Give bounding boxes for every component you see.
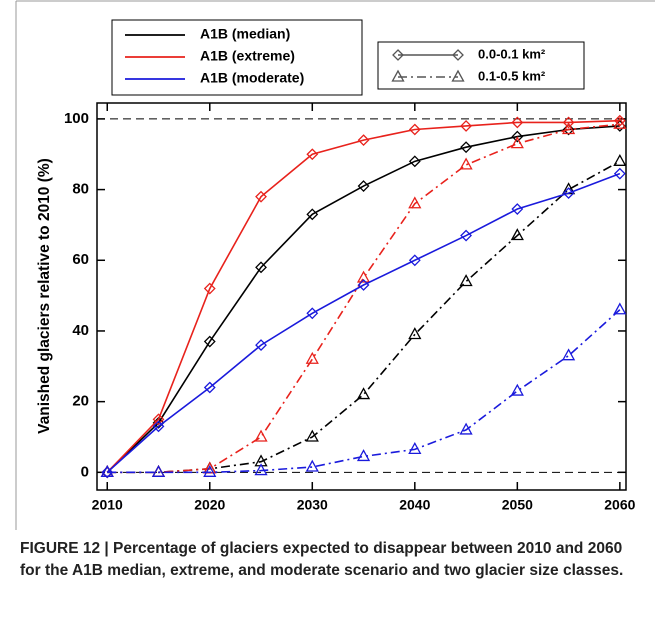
triangle-marker	[100, 464, 114, 477]
diamond-marker	[408, 254, 421, 267]
triangle-marker	[203, 464, 217, 477]
diamond-marker	[255, 339, 267, 352]
x-tick-label: 2030	[297, 497, 328, 513]
triangle-marker	[613, 116, 627, 129]
diamond-marker	[562, 123, 575, 136]
series-line	[107, 309, 621, 474]
triangle-marker	[391, 69, 405, 82]
triangle-marker	[151, 464, 166, 477]
diamond-marker	[511, 203, 524, 215]
triangle-marker	[305, 459, 319, 472]
diamond-marker	[203, 381, 216, 394]
series-line	[106, 119, 620, 473]
triangle-marker	[561, 348, 576, 361]
y-tick-label: 0	[81, 463, 89, 480]
x-tick-label: 2020	[194, 497, 225, 513]
diamond-marker	[562, 116, 575, 129]
legend-label: A1B (moderate)	[200, 70, 304, 86]
triangle-marker	[510, 383, 524, 396]
diamond-marker	[408, 155, 421, 168]
triangle-marker	[254, 429, 268, 442]
legend-label: A1B (extreme)	[200, 48, 295, 64]
triangle-marker	[561, 122, 576, 135]
diamond-marker	[460, 120, 472, 132]
diamond-marker	[460, 141, 472, 154]
legend-label: 0.1-0.5 km²	[478, 68, 546, 83]
diamond-marker	[152, 420, 165, 433]
diamond-marker	[562, 187, 575, 200]
diamond-marker	[203, 335, 216, 348]
y-tick-label: 40	[72, 322, 89, 339]
y-tick-label: 20	[72, 393, 89, 410]
diamond-marker	[255, 261, 267, 274]
triangle-marker	[408, 196, 422, 209]
diamond-marker	[613, 167, 626, 180]
diamond-marker	[306, 208, 319, 221]
legend-sizes	[377, 41, 585, 90]
triangle-marker	[459, 422, 473, 435]
diamond-marker	[511, 130, 524, 143]
x-tick-label: 2040	[399, 497, 430, 513]
y-axis-label: Vanished glaciers relative to 2010 (%)	[36, 158, 53, 434]
triangle-marker	[510, 136, 524, 149]
triangle-marker	[305, 351, 319, 364]
triangle-marker	[203, 461, 217, 474]
diamond-marker	[357, 180, 370, 192]
y-tick-label: 60	[72, 251, 89, 268]
y-tick-label: 80	[72, 181, 89, 198]
diamond-marker	[306, 307, 319, 320]
series-line	[106, 172, 621, 473]
triangle-marker	[254, 463, 268, 476]
diamond-marker	[613, 114, 626, 127]
diamond-marker	[357, 279, 370, 291]
triangle-marker	[459, 274, 473, 287]
triangle-marker	[151, 464, 166, 477]
triangle-marker	[151, 464, 166, 477]
diamond-marker	[203, 282, 216, 295]
triangle-marker	[451, 69, 465, 82]
series-line	[107, 123, 620, 474]
chart: Vanished glaciers relative to 2010 (%) 0…	[15, 0, 655, 530]
triangle-marker	[356, 387, 371, 400]
diamond-marker	[152, 413, 165, 426]
diamond-marker	[357, 134, 370, 147]
triangle-marker	[613, 302, 627, 315]
x-tick-label: 2010	[92, 497, 123, 513]
triangle-marker	[203, 461, 217, 474]
diamond-marker	[452, 49, 464, 61]
triangle-marker	[408, 442, 422, 455]
triangle-marker	[613, 153, 627, 166]
triangle-marker	[510, 228, 524, 241]
x-tick-label: 2050	[502, 497, 533, 513]
diamond-marker	[511, 116, 524, 129]
triangle-marker	[356, 270, 371, 283]
x-tick-label: 2060	[604, 497, 635, 513]
diamond-marker	[101, 466, 114, 479]
triangle-marker	[305, 429, 319, 442]
plot-area	[96, 102, 627, 491]
series-line	[106, 125, 620, 473]
diamond-marker	[306, 148, 319, 161]
diamond-marker	[255, 190, 267, 203]
legend-label: 0.0-0.1 km²	[478, 46, 546, 61]
diamond-marker	[460, 229, 472, 242]
series-line	[107, 160, 621, 474]
triangle-marker	[459, 157, 473, 170]
y-tick-label: 100	[64, 110, 89, 127]
diamond-marker	[408, 123, 421, 136]
legend-label: A1B (median)	[200, 26, 290, 42]
triangle-marker	[356, 449, 371, 462]
caption: FIGURE 12 | Percentage of glaciers expec…	[20, 540, 624, 579]
triangle-marker	[408, 327, 422, 340]
diamond-marker	[392, 49, 404, 61]
